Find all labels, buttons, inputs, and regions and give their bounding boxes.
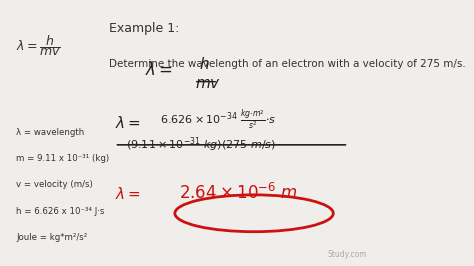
Text: $\lambda =$: $\lambda =$ [145, 61, 173, 79]
Text: m = 9.11 x 10⁻³¹ (kg): m = 9.11 x 10⁻³¹ (kg) [17, 154, 109, 163]
Text: $mv$: $mv$ [195, 77, 221, 91]
Text: $\lambda = \dfrac{h}{mv}$: $\lambda = \dfrac{h}{mv}$ [17, 33, 62, 58]
Text: $6.626\times10^{-34}\ \frac{kg{\cdot}m^2}{s^2}{\cdot}s$: $6.626\times10^{-34}\ \frac{kg{\cdot}m^2… [160, 109, 276, 131]
Text: Example 1:: Example 1: [109, 22, 179, 35]
Text: $h$: $h$ [200, 56, 210, 72]
Text: h = 6.626 x 10⁻³⁴ J·s: h = 6.626 x 10⁻³⁴ J·s [17, 207, 105, 216]
Text: λ = wavelength: λ = wavelength [17, 128, 85, 137]
Text: $\lambda =$: $\lambda =$ [115, 186, 140, 202]
Text: $2.64\times10^{-6}\ m$: $2.64\times10^{-6}\ m$ [179, 183, 298, 203]
Text: $\lambda =$: $\lambda =$ [115, 115, 140, 131]
Text: v = velocity (m/s): v = velocity (m/s) [17, 180, 93, 189]
Text: Determine the wavelength of an electron with a velocity of 275 m/s.: Determine the wavelength of an electron … [109, 59, 465, 69]
Text: Study.com: Study.com [328, 250, 367, 259]
Text: $(9.11\times10^{-31}\ kg)(275\ m/s)$: $(9.11\times10^{-31}\ kg)(275\ m/s)$ [126, 136, 276, 154]
Text: Joule = kg*m²/s²: Joule = kg*m²/s² [17, 233, 88, 242]
